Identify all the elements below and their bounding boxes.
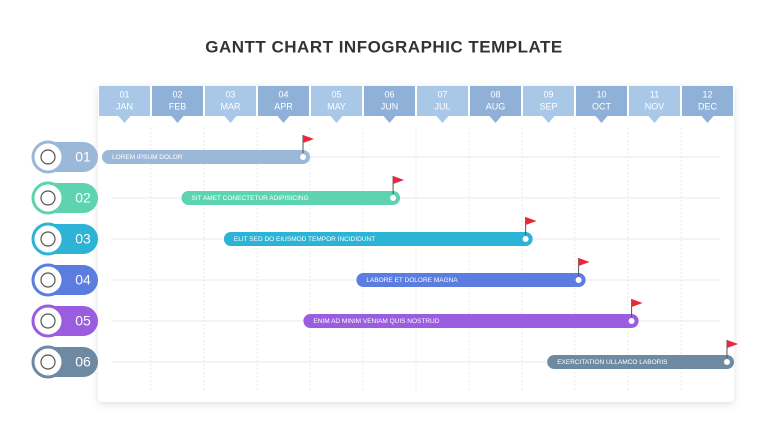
row-number: 05 <box>75 313 91 329</box>
column-number: 01 <box>119 89 129 99</box>
task-label: SIT AMET CONECTETUR ADIPISICING <box>192 195 309 202</box>
task-end-dot <box>389 194 398 202</box>
row-icon-ring <box>31 222 65 256</box>
row-icon-ring <box>31 345 65 379</box>
task-label: ENIM AD MINIM VENIAM QUIS NOSTRUD <box>313 318 439 325</box>
column-number: 12 <box>702 89 712 99</box>
column-number: 03 <box>225 89 235 99</box>
column-number: 04 <box>278 89 288 99</box>
row-number: 03 <box>75 231 91 247</box>
column-number: 05 <box>331 89 341 99</box>
row-icon-ring <box>31 181 65 215</box>
column-header <box>205 86 256 123</box>
row-number: 04 <box>75 272 91 288</box>
row-icon-ring <box>31 263 65 297</box>
task-label: LOREM IPSUM DOLOR <box>112 154 183 161</box>
column-header <box>417 86 468 123</box>
row-number: 02 <box>75 190 91 206</box>
task-end-dot <box>521 235 530 243</box>
flag <box>578 258 590 266</box>
task-label: EXERCITATION ULLAMCO LABORIS <box>557 359 668 366</box>
column-number: 07 <box>437 89 447 99</box>
column-number: 06 <box>384 89 394 99</box>
flag <box>303 135 314 143</box>
row-icon <box>40 354 56 370</box>
column-label: FEB <box>169 101 187 111</box>
column-label: DEC <box>698 101 718 111</box>
flag <box>525 217 537 225</box>
task-bar <box>223 232 533 246</box>
task-end-dot <box>723 358 731 366</box>
flag <box>727 340 738 348</box>
column-label: JAN <box>116 101 133 111</box>
column-label: JUN <box>381 101 399 111</box>
column-label: NOV <box>645 101 665 111</box>
row-icon <box>40 231 56 247</box>
column-number: 08 <box>490 89 500 99</box>
row-number: 06 <box>75 354 91 370</box>
column-label: MAR <box>221 101 242 111</box>
task-bar <box>303 314 639 328</box>
row-icon <box>40 272 56 288</box>
column-label: OCT <box>592 101 612 111</box>
task-end-dot <box>627 317 636 325</box>
flag <box>631 299 643 307</box>
chart-title: GANTT CHART INFOGRAPHIC TEMPLATE <box>205 37 563 56</box>
task-label: ELIT SED DO EIUSMOD TEMPOR INCIDIDUNT <box>234 236 375 243</box>
row-icon-ring <box>31 140 65 174</box>
column-header <box>470 86 521 123</box>
column-header <box>682 86 733 123</box>
column-number: 02 <box>172 89 182 99</box>
task-bar <box>547 355 734 369</box>
column-header <box>152 86 203 123</box>
column-header <box>364 86 415 123</box>
column-header <box>629 86 680 123</box>
row-icon <box>40 313 56 329</box>
column-header <box>258 86 309 123</box>
task-bar <box>102 150 310 164</box>
column-header <box>576 86 627 123</box>
column-header <box>523 86 574 123</box>
task-bar <box>181 191 401 205</box>
task-end-dot <box>299 153 307 161</box>
flag <box>393 176 405 184</box>
task-label: LABORE ET DOLORE MAGNA <box>366 277 458 284</box>
column-number: 11 <box>650 89 659 99</box>
column-number: 09 <box>543 89 553 99</box>
column-label: AUG <box>486 101 506 111</box>
row-icon <box>40 190 56 206</box>
row-number: 01 <box>75 149 91 165</box>
column-label: JUL <box>434 101 450 111</box>
row-icon-ring <box>31 304 65 338</box>
task-end-dot <box>574 276 583 284</box>
column-label: APR <box>274 101 293 111</box>
column-header <box>99 86 150 123</box>
column-label: MAY <box>327 101 346 111</box>
row-icon <box>40 149 56 165</box>
task-bar <box>356 273 586 287</box>
column-header <box>311 86 362 123</box>
column-label: SEP <box>539 101 557 111</box>
column-number: 10 <box>596 89 606 99</box>
